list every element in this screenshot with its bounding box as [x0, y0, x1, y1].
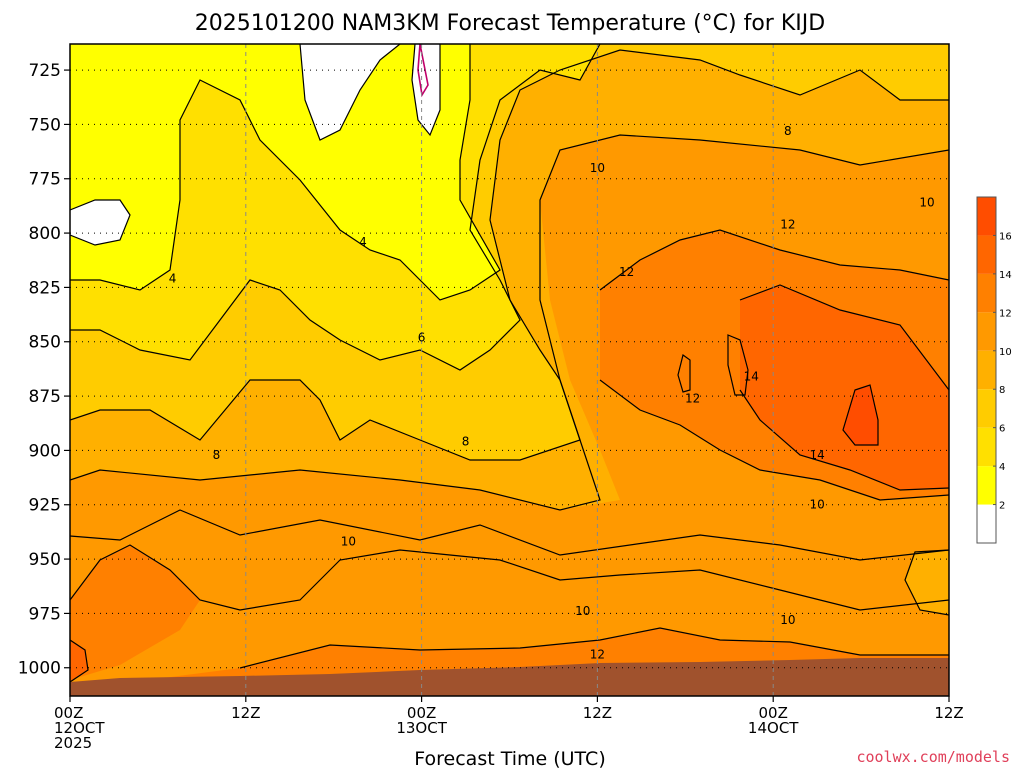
contour-6: [70, 49, 949, 461]
band-2-4: [70, 44, 500, 300]
y-tick-label-900: 900: [29, 441, 61, 461]
contour-label-14: 12: [685, 391, 700, 405]
colorbar-swatch-8: [977, 197, 996, 236]
plot-frame: [69, 43, 950, 697]
y-tick-label-875: 875: [29, 387, 61, 407]
contour-12-upper: [599, 379, 949, 501]
contour-label-13: 12: [780, 217, 795, 231]
contour-label-12: 12: [619, 265, 634, 279]
contour-14-blob-a: [677, 353, 691, 393]
x-tick-label-0-3: 2025: [54, 734, 92, 752]
contour-0-b: [411, 44, 441, 137]
contour-10-lower: [70, 509, 949, 561]
contour-label-8: 10: [590, 161, 605, 175]
colorbar-label-4: 4: [999, 462, 1005, 473]
contour-8-pocket: [904, 549, 949, 616]
colorbar-swatch-3: [977, 389, 996, 428]
band-14-16: [740, 285, 949, 490]
contour-4: [70, 44, 601, 371]
contour-label-2: 6: [418, 330, 426, 344]
contour-12-lower: [239, 627, 949, 669]
x-tick-label-60-1: 12Z: [934, 704, 963, 722]
contour-label-16: 14: [744, 370, 759, 384]
y-tick-label-950: 950: [29, 550, 61, 570]
x-axis-label: Forecast Time (UTC): [414, 748, 605, 768]
contour-2: [70, 44, 501, 301]
contour-label-5: 8: [784, 124, 792, 138]
x-tick-label-36-1: 12Z: [583, 704, 612, 722]
ground: [70, 658, 949, 696]
contour-label-7: 10: [575, 604, 590, 618]
contour-14-lower: [70, 639, 89, 683]
colorbar-label-16: 16: [999, 231, 1012, 242]
contour-label-6: 10: [341, 535, 356, 549]
y-tick-label-725: 725: [29, 61, 61, 81]
contour-0: [299, 44, 401, 141]
contour-14-top: [739, 284, 949, 391]
y-tick-label-1000: 1000: [18, 659, 61, 679]
x-tick-label-48-1: 00Z: [759, 704, 788, 722]
x-tick-label-0-2: 12OCT: [54, 719, 105, 737]
contour-label-3: 8: [213, 448, 221, 462]
x-tick-label-24-2: 13OCT: [396, 719, 447, 737]
contour-14-blob-b: [727, 334, 749, 396]
y-tick-label-925: 925: [29, 496, 61, 516]
colorbar-label-2: 2: [999, 501, 1005, 512]
contour-label-1: 4: [359, 235, 367, 249]
colorbar-swatch-5: [977, 312, 996, 351]
x-tick-label-48-2: 14OCT: [748, 719, 799, 737]
y-tick-label-775: 775: [29, 170, 61, 190]
x-tick-label-0-1: 00Z: [54, 704, 83, 722]
colorbar-swatch-0: [977, 504, 996, 543]
y-axis-ticks: 725 750 775 800 825 850 875 900 925 950 975 1000: [18, 61, 70, 679]
contour-16: [842, 384, 879, 446]
colorbar-label-12: 12: [999, 308, 1012, 319]
colorbar-label-8: 8: [999, 385, 1005, 396]
credit-text: coolwx.com/models: [856, 748, 1010, 766]
contour-labels: 4 4 6 8 8 8 10 10 10 10 10 10 12 12 12 12 14 14: [169, 124, 935, 662]
chart-title: 2025101200 NAM3KM Forecast Temperature (…: [195, 11, 825, 36]
colorbar-swatch-1: [977, 466, 996, 505]
band-16-18: [843, 385, 878, 445]
y-tick-label-800: 800: [29, 224, 61, 244]
colorbar-frame: [976, 196, 997, 544]
x-tick-label-12-1: 12Z: [231, 704, 260, 722]
contour-label-10: 10: [810, 498, 825, 512]
contour-14: [739, 389, 949, 491]
colorbar-swatch-4: [977, 350, 996, 390]
colorbar-swatch-2: [977, 427, 996, 467]
contour-10: [70, 544, 949, 611]
contour-label-0: 4: [169, 272, 177, 286]
contour-label-17: 14: [810, 448, 825, 462]
y-tick-label-975: 975: [29, 604, 61, 624]
gridlines: [70, 44, 949, 696]
plot-area: 4 4 6 8 8 8 10 10 10 10 10 10 12 12 12 12 14 14: [70, 44, 949, 696]
band-0-2-c: [70, 200, 130, 245]
colorbar-label-10: 10: [999, 347, 1012, 358]
y-tick-label-850: 850: [29, 333, 61, 353]
y-tick-label-825: 825: [29, 278, 61, 298]
contour-lines: [70, 44, 949, 683]
colorbar-swatch-7: [977, 235, 996, 274]
contour-label-15: 12: [590, 648, 605, 662]
contour-0-c: [70, 199, 131, 246]
colorbar: 2 4 6 8 10 12 14 16: [976, 196, 1012, 544]
contour-12-upper-top: [599, 229, 949, 291]
contour-label-9: 10: [780, 613, 795, 627]
band-0-2: [300, 44, 400, 140]
band-14-16-lower: [70, 640, 88, 682]
contour-label-11: 10: [919, 196, 934, 210]
x-tick-label-24-1: 00Z: [407, 704, 436, 722]
colorbar-label-6: 6: [999, 424, 1005, 435]
band-12-14-lower: [70, 545, 200, 680]
colorbar-label-14: 14: [999, 270, 1012, 281]
y-tick-label-750: 750: [29, 115, 61, 135]
colorbar-swatch-6: [977, 273, 996, 313]
contour-label-4: 8: [462, 435, 470, 449]
band-8-10-pocket: [905, 550, 949, 615]
